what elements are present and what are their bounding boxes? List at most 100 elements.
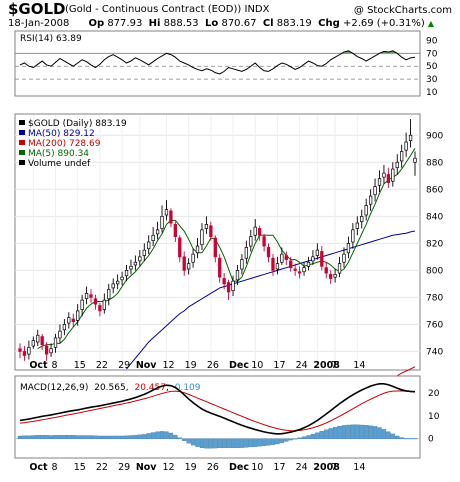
price-tick-label: 820: [426, 239, 443, 249]
candle-body: [342, 253, 346, 263]
candle-body: [218, 257, 222, 278]
candle-body: [382, 172, 386, 178]
candle-body: [204, 224, 209, 229]
x-tick-label: 10: [251, 360, 263, 371]
macd-histogram-bar: [57, 435, 63, 439]
x-tick-label: 14: [353, 360, 365, 371]
candle-body: [320, 251, 324, 267]
macd-histogram-bar: [301, 436, 307, 439]
candle-body: [271, 257, 275, 271]
candle-body: [284, 255, 288, 260]
x-tick-label: 22: [96, 462, 108, 473]
lo-label: Lo: [205, 18, 219, 29]
macd-histogram-bar: [248, 438, 253, 448]
macd-histogram-bar: [381, 429, 387, 439]
candle-body: [111, 283, 115, 289]
candle-body: [280, 253, 284, 263]
rsi-tick-label: 10: [426, 88, 438, 98]
x-tick-label: Oct: [29, 462, 48, 473]
candle-body: [22, 351, 27, 356]
macd-histogram-bar: [270, 438, 276, 445]
rsi-tick-label: 50: [426, 62, 438, 72]
x-tick-label: 29: [118, 462, 130, 473]
macd-histogram-bar: [93, 435, 98, 439]
candle-body: [200, 229, 204, 246]
legend-entry: MA(5) 890.34: [28, 149, 89, 159]
macd-histogram-bar: [412, 438, 418, 440]
candle-body: [195, 245, 200, 254]
candle-body: [360, 215, 364, 223]
macd-histogram-bar: [297, 437, 302, 439]
candle-body: [400, 151, 404, 162]
macd-histogram-bar: [395, 435, 400, 439]
x-tick-label: 15: [74, 360, 86, 371]
candle-body: [36, 334, 40, 343]
macd-histogram-bar: [75, 435, 80, 439]
quote-date: 18-Jan-2008: [8, 18, 70, 29]
description-text: (Gold - Continuous Contract (EOD)): [65, 4, 242, 15]
candle-body: [58, 330, 62, 339]
rsi-tick-label: 90: [426, 36, 438, 46]
macd-histogram-bar: [239, 438, 245, 448]
candle-body: [98, 305, 102, 312]
macd-histogram-bar: [40, 435, 45, 439]
macd-histogram-bar: [306, 435, 311, 439]
macd-histogram-bar: [173, 434, 178, 439]
candle-body: [262, 236, 266, 247]
macd-histogram-bar: [275, 438, 280, 445]
macd-histogram-bar: [368, 425, 373, 439]
exchange-text: INDX: [244, 4, 270, 15]
macd-histogram-bar: [142, 434, 147, 439]
macd-histogram-bar: [44, 435, 49, 439]
x-tick-label: 24: [296, 462, 308, 473]
cl-value: 883.19: [276, 18, 312, 29]
legend-entry: $GOLD (Daily) 883.19: [28, 119, 127, 129]
macd-histogram-bar: [230, 438, 236, 449]
macd-histogram-bar: [155, 431, 160, 439]
macd-histogram-bar: [359, 424, 364, 439]
macd-line: [19, 383, 416, 435]
x-tick-label: Nov: [136, 462, 157, 473]
candle-body: [289, 260, 293, 269]
macd-histogram-bar: [293, 438, 298, 440]
candle-body: [258, 228, 262, 236]
macd-histogram-bar: [97, 435, 103, 439]
x-tick-label: Dec: [229, 360, 249, 371]
candle-body: [76, 310, 80, 321]
rsi-frame: [14, 30, 421, 97]
macd-histogram-bar: [386, 431, 391, 439]
macd-histogram-bar: [346, 424, 351, 439]
candle-body: [244, 247, 248, 259]
macd-histogram-bar: [159, 431, 165, 439]
legend-swatch: [19, 130, 25, 135]
macd-histogram-bar: [17, 435, 23, 439]
candle-body: [169, 210, 173, 224]
macd-histogram-bar: [31, 435, 36, 439]
x-tick-label: 7: [331, 360, 337, 371]
candle-body: [138, 256, 142, 262]
macd-histogram-bar: [315, 432, 320, 439]
candle-body: [120, 276, 124, 281]
macd-histogram-bar: [128, 435, 134, 439]
ma50-line: [126, 230, 416, 370]
macd-panel: MACD(12,26,9) 20.565, 20.457, 0.109 20 10…: [14, 375, 440, 459]
macd-histogram-bar: [355, 424, 360, 439]
credit-link[interactable]: @ StockCharts.com: [353, 5, 452, 16]
hi-value: 888.53: [163, 18, 199, 29]
candle-body: [27, 347, 31, 355]
x-tick-label: Nov: [136, 360, 157, 371]
candle-body: [160, 215, 164, 229]
candle-body: [329, 274, 333, 279]
macd-histogram-bar: [310, 433, 316, 439]
candle-body: [191, 253, 195, 263]
macd-histogram-bar: [102, 435, 107, 439]
candle-body: [413, 157, 417, 163]
macd-histogram-bar: [319, 431, 324, 439]
candle-body: [404, 141, 408, 151]
x-tick-label: 24: [296, 360, 308, 371]
x-tick-label: 2008: [313, 360, 340, 371]
macd-signal-line: [19, 390, 416, 432]
macd-label: MACD(12,26,9): [20, 383, 88, 393]
x-tick-label: 17: [273, 462, 285, 473]
